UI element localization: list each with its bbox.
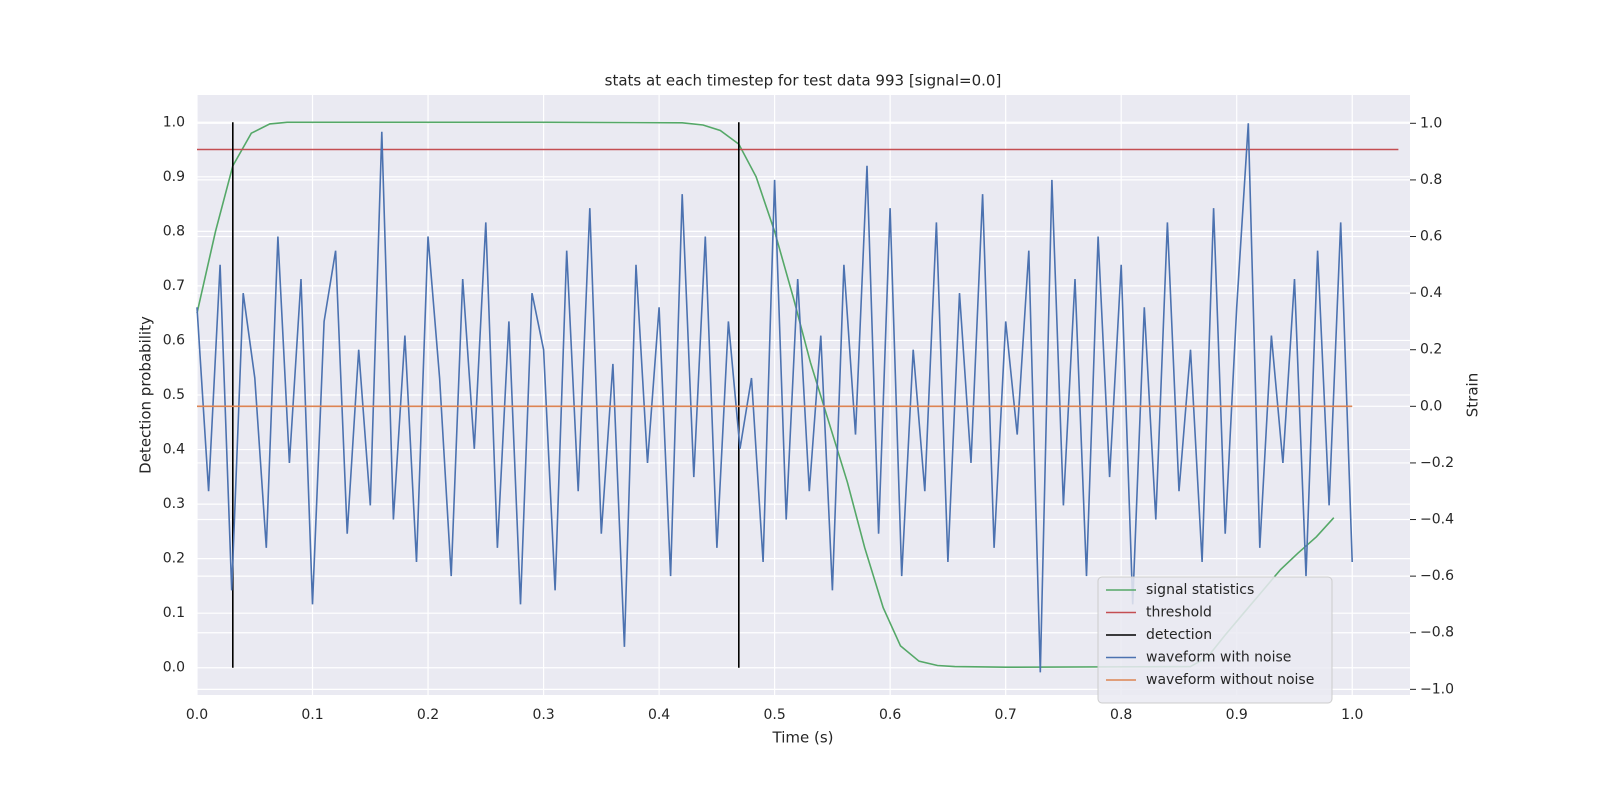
y-tick-label: 0.1 [163,605,185,621]
y2-tick-label: −0.6 [1420,568,1454,584]
series-line [196,123,1353,673]
x-tick-label: 0.9 [1226,707,1248,723]
x-tick-label: 0.0 [186,707,208,723]
x-tick-label: 1.0 [1341,707,1363,723]
y2-tick-label: 0.0 [1420,398,1442,414]
y2-tick-label: −0.2 [1420,455,1454,471]
y-tick-label: 0.8 [163,223,185,239]
y2-tick-label: 0.8 [1420,172,1442,188]
legend-box [1097,576,1333,704]
y-tick-label: 0.0 [163,660,185,676]
legend-label: waveform with noise [1146,650,1291,666]
chart-title: stats at each timestep for test data 993… [605,72,1002,90]
y-tick-label: 0.2 [163,551,185,567]
y2-tick-label: 0.2 [1420,342,1442,358]
x-tick-label: 0.6 [879,707,901,723]
legend-label: detection [1146,627,1212,643]
y2-tick-label: −1.0 [1420,681,1454,697]
legend-label: threshold [1146,605,1212,621]
y-tick-label: 0.6 [163,332,185,348]
y-tick-label: 0.5 [163,387,185,403]
y2-tick-label: 0.6 [1420,229,1442,245]
x-tick-label: 0.7 [995,707,1017,723]
x-tick-label: 0.3 [532,707,554,723]
y2-tick-label: −0.4 [1420,512,1454,528]
x-tick-label: 0.4 [648,707,670,723]
legend-label: waveform without noise [1146,672,1314,688]
y-tick-label: 0.7 [163,278,185,294]
y-tick-label: 0.4 [163,442,185,458]
y2-tick-label: 1.0 [1420,115,1442,131]
legend-label: signal statistics [1146,582,1254,598]
y-tick-label: 1.0 [163,114,185,130]
x-tick-label: 0.2 [417,707,439,723]
y2-axis-title: Strain [1464,373,1482,417]
y2-tick-label: −0.8 [1420,625,1454,641]
y-tick-label: 0.9 [163,169,185,185]
x-tick-label: 0.5 [763,707,785,723]
x-tick-label: 0.1 [301,707,323,723]
x-axis-title: Time (s) [772,729,834,747]
y-axis-title: Detection probability [137,316,155,474]
y-tick-label: 0.3 [163,496,185,512]
x-tick-label: 0.8 [1110,707,1132,723]
y2-tick-label: 0.4 [1420,285,1442,301]
